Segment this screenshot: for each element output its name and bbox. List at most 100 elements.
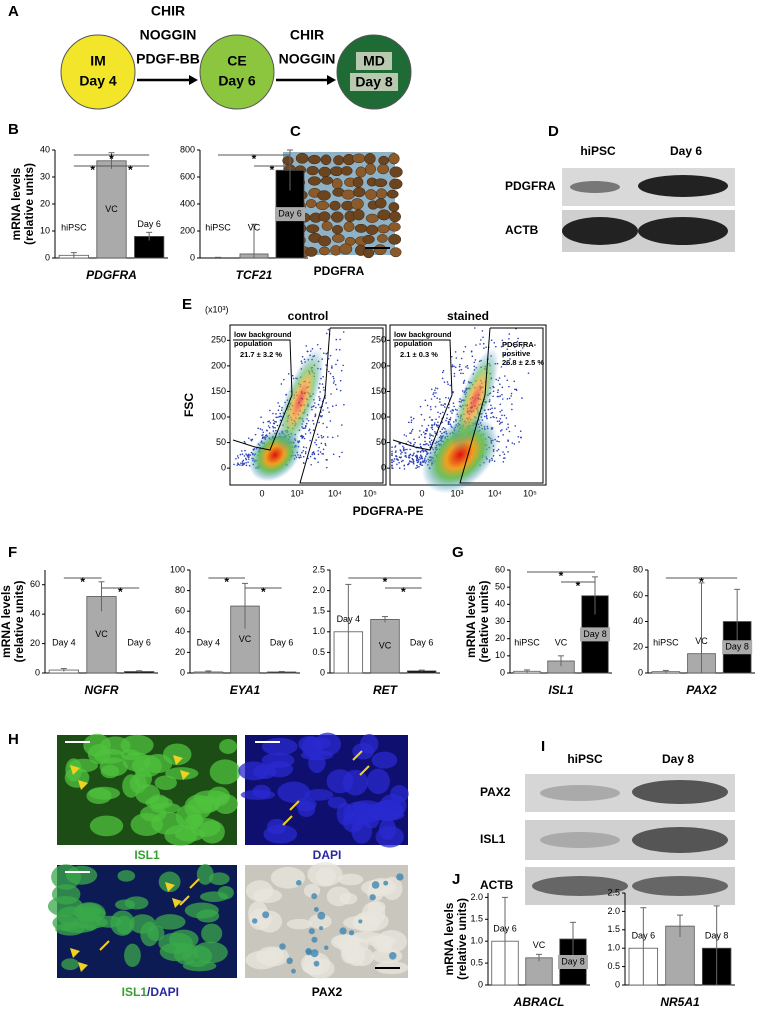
- cell-texture: [303, 953, 323, 976]
- event-dot: [485, 416, 488, 418]
- event-dot: [302, 455, 305, 458]
- event-dot: [398, 442, 400, 445]
- event-dot: [442, 426, 445, 429]
- y-tick-label: 2.0: [312, 585, 325, 595]
- factor: CHIR: [290, 27, 324, 43]
- event-dot: [335, 338, 338, 341]
- event-dot: [240, 462, 242, 464]
- nucleus: [389, 166, 403, 178]
- event-dot: [493, 341, 496, 344]
- event-dot: [241, 453, 244, 456]
- event-dot: [482, 336, 484, 339]
- event-dot: [318, 446, 320, 449]
- nucleus: [366, 224, 379, 235]
- event-dot: [407, 463, 410, 466]
- event-dot: [278, 405, 281, 407]
- density: [421, 416, 499, 494]
- event-dot: [424, 443, 426, 446]
- event-dot: [302, 435, 305, 438]
- arrowhead-marker: [78, 962, 88, 972]
- event-dot: [318, 395, 320, 398]
- event-dot: [437, 421, 439, 424]
- factor: NOGGIN: [140, 27, 197, 43]
- y-axis-label: FSC: [182, 393, 196, 417]
- nucleus: [319, 246, 330, 256]
- event-dot: [243, 462, 245, 465]
- event-dot: [237, 463, 240, 466]
- event-dot: [322, 436, 325, 438]
- bar-label: Day 6: [410, 637, 434, 647]
- event-dot: [417, 458, 420, 461]
- event-dot: [245, 453, 247, 455]
- cell-texture: [182, 960, 217, 972]
- event-dot: [319, 451, 322, 453]
- significance-star: *: [90, 163, 95, 177]
- event-dot: [442, 404, 444, 407]
- image-label: ISL1: [134, 848, 160, 862]
- event-dot: [274, 426, 276, 429]
- cell-texture: [371, 751, 398, 769]
- event-dot: [236, 455, 239, 457]
- event-dot: [311, 348, 314, 350]
- cell-texture: [184, 814, 202, 830]
- bar-label: Day 4: [197, 637, 221, 647]
- event-dot: [326, 466, 328, 469]
- event-dot: [498, 420, 501, 422]
- event-dot: [416, 464, 418, 467]
- nucleus: [377, 234, 388, 243]
- event-dot: [402, 446, 405, 449]
- y-tick-label: 1.5: [312, 606, 325, 616]
- event-dot: [423, 419, 426, 421]
- event-dot: [501, 429, 503, 431]
- event-dot: [324, 397, 327, 399]
- event-dot: [413, 462, 415, 465]
- event-dot: [460, 357, 463, 360]
- event-dot: [415, 454, 418, 457]
- event-dot: [441, 377, 444, 380]
- x-tick-label: 10³: [290, 488, 303, 498]
- event-dot: [465, 366, 467, 368]
- event-dot: [317, 436, 320, 439]
- event-dot: [458, 369, 461, 372]
- y-tick-label: 20: [40, 198, 50, 208]
- event-dot: [322, 422, 324, 425]
- nucleus: [318, 166, 331, 178]
- blot-band: [632, 876, 728, 896]
- nucleus: [321, 221, 333, 231]
- event-dot: [508, 338, 510, 340]
- nucleus: [378, 155, 389, 166]
- event-dot: [430, 388, 433, 391]
- y-tick-label: 100: [170, 564, 185, 574]
- image-grid: [47, 732, 409, 979]
- event-dot: [412, 459, 415, 461]
- bar-label: VC: [555, 637, 568, 647]
- y-tick-label: 1.5: [470, 914, 483, 924]
- cell-texture: [310, 949, 319, 958]
- cell-texture: [324, 945, 329, 950]
- x-axis-label: PAX2: [686, 683, 717, 697]
- event-dot: [391, 450, 393, 453]
- event-dot: [391, 454, 393, 457]
- event-dot: [319, 406, 322, 409]
- significance-star: *: [383, 575, 388, 589]
- event-dot: [260, 416, 262, 418]
- event-dot: [265, 429, 268, 432]
- event-dot: [438, 416, 440, 418]
- event-dot: [398, 467, 401, 470]
- y-tick-label: 40: [633, 616, 643, 626]
- bar-label: Day 8: [561, 956, 585, 966]
- event-dot: [403, 434, 406, 436]
- cell-texture: [252, 763, 277, 780]
- cell-texture: [117, 870, 136, 882]
- event-dot: [322, 448, 325, 451]
- x-axis-label: PDGFRA-PE: [353, 504, 424, 518]
- label-box: [580, 627, 610, 642]
- cell-texture: [209, 759, 241, 785]
- event-dot: [517, 435, 520, 438]
- event-dot: [413, 443, 415, 446]
- row-label: ACTB: [505, 223, 539, 237]
- event-dot: [300, 456, 302, 459]
- significance-star: *: [128, 163, 133, 177]
- cell-texture: [311, 893, 318, 900]
- row-label: PAX2: [480, 785, 511, 799]
